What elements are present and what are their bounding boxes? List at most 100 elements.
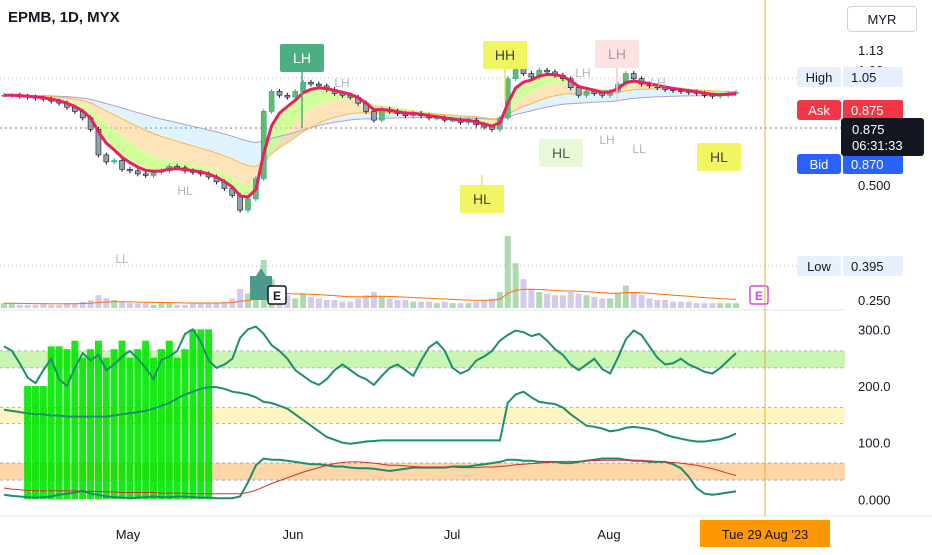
volume-bar	[8, 303, 15, 308]
volume-bar	[95, 295, 102, 308]
swing-label: LH	[608, 46, 626, 62]
osc-axis-tick: 0.000	[858, 492, 891, 507]
price-axis-tick: 0.500	[858, 178, 891, 193]
osc-series-line	[3, 325, 737, 388]
volume-bar	[394, 300, 401, 308]
ma-line-slow	[4, 94, 737, 144]
candle-body	[292, 91, 299, 98]
volume-bar	[284, 295, 291, 308]
volume-bar	[126, 303, 133, 308]
osc-histogram-bar	[31, 386, 39, 500]
price-tag-value-bg	[843, 67, 903, 87]
ma-line-mid	[4, 88, 737, 168]
volume-bar	[701, 303, 708, 308]
volume-bar	[489, 298, 495, 308]
ema-fast-line	[4, 72, 737, 199]
volume-bar	[465, 303, 472, 308]
osc-histogram-bar	[63, 349, 71, 500]
volume-bar	[426, 301, 433, 308]
volume-bar	[158, 303, 165, 308]
volume-bar	[528, 288, 535, 308]
volume-bar	[71, 303, 78, 308]
candle-body	[284, 94, 291, 98]
volume-bar	[103, 298, 110, 308]
osc-axis-tick: 300.0	[858, 322, 891, 337]
swing-label-box	[460, 185, 504, 213]
swing-label: HH	[495, 47, 515, 63]
price-tag-label: Ask	[808, 103, 830, 118]
ma-cloud-slow	[4, 88, 736, 167]
volume-bar	[386, 298, 393, 308]
osc-histogram-bar	[39, 386, 47, 500]
price-tag-value-bg	[843, 154, 903, 174]
osc-histogram-bar	[79, 357, 87, 500]
volume-bar	[166, 303, 173, 308]
osc-histogram-bar	[102, 357, 110, 500]
swing-label-box	[595, 40, 639, 68]
price-tag-value: 0.875	[851, 103, 884, 118]
price-tag-value: 1.05	[851, 70, 876, 85]
candle-body	[103, 154, 110, 163]
volume-bar	[56, 304, 63, 308]
candle-body	[528, 73, 535, 78]
candle-body	[316, 83, 322, 87]
price-axis-tick: 1.13	[858, 43, 883, 58]
volume-bar	[16, 304, 23, 308]
price-tag-value-bg	[843, 256, 903, 276]
ma-cloud-mid	[4, 82, 736, 186]
volume-bar	[638, 295, 645, 308]
volume-bar	[607, 298, 614, 308]
volume-bar	[221, 301, 228, 308]
currency-button[interactable]: MYR	[847, 6, 917, 32]
time-axis-tick: Aug	[597, 527, 620, 542]
volume-bar	[142, 303, 149, 308]
volume-bar	[717, 303, 724, 308]
osc-histogram-bar	[118, 340, 126, 500]
volume-bar	[182, 304, 189, 308]
volume-bar	[32, 304, 39, 308]
osc-histogram-bar	[173, 357, 181, 500]
volume-bar	[402, 300, 409, 308]
candle-body	[583, 91, 590, 96]
osc-histogram-bar	[134, 349, 142, 500]
osc-histogram-bar	[47, 346, 55, 500]
candle-body	[630, 73, 637, 80]
swing-label-box	[697, 143, 741, 171]
last-price-tag-bg	[841, 118, 924, 156]
swing-label: HL	[473, 191, 491, 207]
candle-body	[276, 91, 283, 96]
volume-bar	[1, 303, 7, 308]
volume-bar	[670, 301, 677, 308]
osc-histogram-bar	[24, 386, 32, 500]
osc-series-line	[3, 386, 737, 445]
osc-histogram-bar	[94, 340, 102, 500]
volume-bar	[370, 292, 377, 308]
osc-series-line	[3, 457, 737, 500]
swing-label: LH	[575, 66, 590, 80]
candle-body	[268, 91, 275, 112]
price-tag-value: 0.870	[851, 157, 884, 172]
symbol-title: EPMB, 1D, MYX	[8, 9, 120, 26]
osc-histogram-bar	[150, 357, 158, 500]
swing-label-box	[539, 139, 583, 167]
candle-body	[544, 69, 550, 73]
time-axis-tick: May	[116, 527, 141, 542]
volume-bar	[575, 293, 582, 308]
swing-label: LH	[334, 76, 349, 90]
volume-bar	[363, 295, 370, 308]
volume-bar	[197, 303, 204, 308]
volume-bar	[551, 295, 558, 308]
volume-bar	[449, 303, 456, 308]
candle-body	[371, 111, 377, 121]
swing-label-box-ll	[250, 268, 272, 300]
candle-body	[142, 173, 149, 176]
volume-ma-line	[4, 288, 737, 305]
volume-bar	[134, 303, 141, 308]
swing-label: LL	[632, 142, 646, 156]
earnings-marker: E	[755, 289, 763, 303]
volume-bar	[646, 298, 653, 308]
earnings-marker-box	[267, 285, 287, 305]
osc-histogram-bar	[157, 349, 165, 500]
